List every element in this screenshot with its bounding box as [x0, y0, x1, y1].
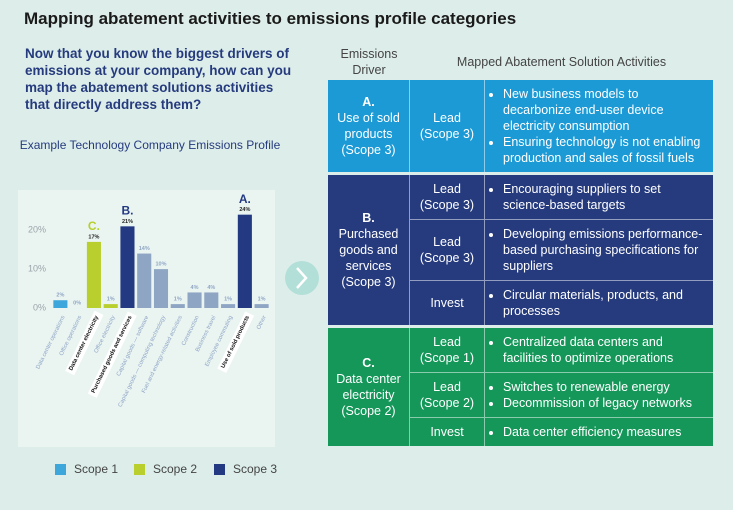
intro-text: Now that you know the biggest drivers of… — [25, 46, 292, 112]
x-tick-highlight — [87, 311, 137, 398]
activity-row: Lead (Scope 2)Switches to renewable ener… — [410, 372, 713, 417]
legend-swatch — [214, 464, 225, 475]
bar-annotation: A. — [239, 192, 251, 206]
bar — [53, 300, 68, 308]
role-cell: Invest — [410, 281, 485, 325]
value-label: 1% — [107, 297, 115, 303]
legend-label: Scope 1 — [74, 462, 118, 476]
bar — [170, 304, 185, 308]
x-tick-group: Other — [256, 315, 268, 331]
activity-row: Lead (Scope 3) New business models to dec… — [410, 80, 713, 172]
bar-annotation: B. — [121, 204, 133, 218]
driver-group: A. Use of sold products (Scope 3) Lead (Sc… — [328, 80, 713, 172]
activity: New business models to decarbonize end-u… — [503, 86, 707, 134]
driver-letter: C. — [362, 356, 375, 370]
role-cell: Lead (Scope 3) — [410, 220, 485, 280]
role-cell: Lead (Scope 1) — [410, 328, 485, 372]
bar — [204, 292, 219, 308]
activity-row: Lead (Scope 3) Encouraging suppliers to s… — [410, 175, 713, 219]
activity: Ensuring technology is not enabling prod… — [503, 134, 707, 166]
driver-letter: B. — [362, 211, 375, 225]
value-label: 4% — [207, 285, 215, 291]
activity-row: Invest Data center efficiency measures — [410, 417, 713, 446]
value-label: 10% — [155, 262, 166, 268]
legend-label: Scope 2 — [153, 462, 197, 476]
header-cell: Mapped Abatement Solution Activities — [456, 55, 667, 69]
value-label: 21% — [122, 219, 133, 225]
activity-list: Developing emissions performance-based p… — [485, 220, 713, 280]
activity-list: Switches to renewable energyDecommission… — [485, 373, 713, 417]
value-label: 1% — [174, 297, 182, 303]
activity-list: Centralized data centers and facilities … — [485, 328, 713, 372]
bar — [153, 269, 169, 308]
table-header: Emissions Driver Mapped Abatement Soluti… — [328, 44, 713, 80]
value-label: 1% — [224, 297, 232, 303]
arrow — [296, 267, 308, 289]
bar — [237, 214, 252, 308]
driver-name: Data center electricity (Scope 2) — [336, 372, 401, 418]
activity: Developing emissions performance-based p… — [503, 226, 707, 274]
activity-row: Invest Circular materials, products, and … — [410, 280, 713, 325]
bar-annotation: C. — [88, 219, 100, 233]
legend-swatch — [134, 464, 145, 475]
value-label: 1% — [258, 297, 266, 303]
value-label: 17% — [88, 234, 99, 240]
x-tick-highlight — [65, 310, 104, 376]
activity-list: Encouraging suppliers to set science-bas… — [485, 175, 713, 219]
role-cell: Invest — [410, 418, 485, 446]
x-tick-highlight — [217, 311, 255, 373]
value-label: 0% — [73, 300, 81, 306]
y-tick-label: 20% — [28, 225, 46, 235]
activity-list: Circular materials, products, and proces… — [485, 281, 713, 325]
activity-list: Data center efficiency measures — [485, 418, 713, 446]
bar — [120, 226, 135, 308]
driver-cell: A. Use of sold products (Scope 3) — [328, 80, 410, 172]
driver-letter: A. — [362, 95, 375, 109]
driver-name: Purchased goods and services (Scope 3) — [338, 227, 399, 289]
bar — [86, 241, 101, 308]
value-label: 24% — [239, 207, 250, 213]
role-cell: Lead (Scope 3) — [410, 175, 485, 219]
driver-group: C. Data center electricity (Scope 2) Lead … — [328, 328, 713, 446]
activity-list: New business models to decarbonize end-u… — [485, 80, 713, 172]
value-label: 14% — [139, 246, 150, 252]
bar — [221, 304, 236, 308]
legend-swatch — [55, 464, 66, 475]
legend-label: Scope 3 — [233, 462, 277, 476]
activity: Data center efficiency measures — [503, 424, 707, 440]
x-tick-label: Other — [256, 315, 268, 331]
activity-row: Lead (Scope 1) Centralized data centers a… — [410, 328, 713, 372]
activity-rows: Lead (Scope 3) New business models to dec… — [410, 80, 713, 172]
role-cell: Lead (Scope 3) — [410, 80, 485, 172]
activity: Encouraging suppliers to set science-bas… — [503, 181, 707, 213]
page-title: Mapping abatement activities to emission… — [24, 9, 517, 28]
role-cell: Lead (Scope 2) — [410, 373, 485, 417]
bar — [254, 304, 269, 308]
driver-group: B. Purchased goods and services (Scope 3)… — [328, 175, 713, 325]
y-tick-label: 10% — [28, 263, 46, 273]
bar — [137, 253, 152, 308]
driver-name: Use of sold products (Scope 3) — [337, 111, 400, 157]
activity: Switches to renewable energy — [503, 379, 707, 395]
arrow-circle — [285, 261, 319, 295]
y-tick-label: 0% — [33, 302, 46, 312]
value-label: 2% — [56, 293, 64, 299]
activity: Decommission of legacy networks — [503, 395, 707, 411]
chart-title: Example Technology Company Emissions Pro… — [20, 138, 281, 152]
activity-rows: Lead (Scope 1) Centralized data centers a… — [410, 328, 713, 446]
bar — [187, 292, 202, 308]
activity: Centralized data centers and facilities … — [503, 334, 707, 366]
driver-cell: B. Purchased goods and services (Scope 3) — [328, 175, 410, 325]
value-label: 4% — [191, 285, 199, 291]
bar — [103, 304, 118, 308]
header-cell: Emissions Driver — [340, 47, 398, 77]
activity: Circular materials, products, and proces… — [503, 287, 707, 319]
driver-cell: C. Data center electricity (Scope 2) — [328, 328, 410, 446]
mapping-table: Emissions Driver Mapped Abatement Soluti… — [328, 44, 713, 449]
activity-row: Lead (Scope 3) Developing emissions perfo… — [410, 219, 713, 280]
activity-rows: Lead (Scope 3) Encouraging suppliers to s… — [410, 175, 713, 325]
chart-panel — [18, 190, 275, 447]
